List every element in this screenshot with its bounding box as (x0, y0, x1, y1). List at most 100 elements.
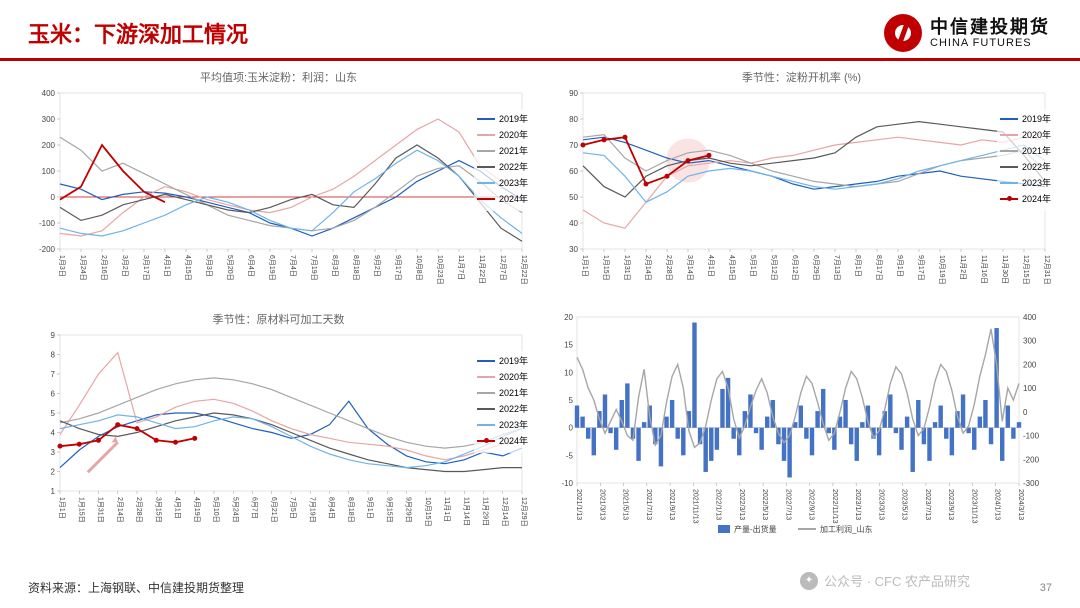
svg-text:3月17日: 3月17日 (142, 255, 150, 281)
svg-text:0: 0 (569, 424, 574, 433)
svg-text:7月4日: 7月4日 (289, 255, 297, 277)
chart-1-title: 平均值项:玉米淀粉：利润：山东 (20, 69, 537, 85)
footer-source: 资料来源：上海钢联、中信建投期货整理 (28, 579, 244, 596)
svg-text:90: 90 (569, 89, 578, 98)
svg-text:10月23日: 10月23日 (436, 255, 444, 285)
svg-text:8月17日: 8月17日 (875, 255, 883, 281)
svg-text:2022/5/13: 2022/5/13 (761, 489, 768, 520)
svg-text:-200: -200 (39, 245, 56, 254)
logo-en: CHINA FUTURES (930, 38, 1050, 49)
svg-text:2023/3/13: 2023/3/13 (877, 489, 884, 520)
svg-text:100: 100 (42, 167, 56, 176)
svg-text:3月14日: 3月14日 (686, 255, 694, 281)
svg-text:5月3日: 5月3日 (205, 255, 213, 277)
svg-text:10月8日: 10月8日 (415, 255, 423, 281)
svg-text:1月3日: 1月3日 (58, 255, 66, 277)
svg-text:0: 0 (1023, 408, 1028, 417)
svg-text:-200: -200 (1023, 455, 1040, 464)
svg-text:2022/9/13: 2022/9/13 (808, 489, 815, 520)
svg-text:2023/7/13: 2023/7/13 (924, 489, 931, 520)
svg-text:8月1日: 8月1日 (854, 255, 862, 277)
svg-text:12月29日: 12月29日 (520, 497, 528, 527)
svg-text:11月22日: 11月22日 (478, 255, 486, 284)
svg-text:2021/11/13: 2021/11/13 (691, 489, 698, 524)
svg-text:2021/9/13: 2021/9/13 (668, 489, 675, 520)
chart-3-title: 季节性：原材料可加工天数 (20, 311, 537, 327)
svg-text:12月22日: 12月22日 (520, 255, 528, 285)
svg-text:3: 3 (51, 448, 56, 457)
svg-text:9月1日: 9月1日 (896, 255, 904, 277)
chart-2-svg: 304050607080901月1日1月15日1月31日2月14日2月28日3月… (543, 87, 1053, 297)
chart-4: -10-505101520-300-200-100010020030040020… (543, 311, 1060, 549)
svg-text:2023/1/13: 2023/1/13 (854, 489, 861, 520)
svg-text:8月3日: 8月3日 (331, 255, 339, 277)
svg-text:1月31日: 1月31日 (623, 255, 631, 281)
svg-text:2023/5/13: 2023/5/13 (901, 489, 908, 520)
svg-text:70: 70 (569, 141, 578, 150)
svg-text:40: 40 (569, 219, 578, 228)
header-divider (0, 58, 1080, 61)
chart-1-svg: -200-10001002003004001月3日1月24日2月16日3月2日3… (20, 87, 530, 297)
svg-text:9月29日: 9月29日 (405, 497, 413, 523)
svg-text:2月14日: 2月14日 (116, 497, 124, 523)
svg-text:6月12日: 6月12日 (791, 255, 799, 281)
svg-text:12月14日: 12月14日 (501, 497, 509, 527)
chart-2: 季节性：淀粉开机率 (%) 304050607080901月1日1月15日1月3… (543, 69, 1060, 307)
svg-text:加工利润_山东: 加工利润_山东 (820, 524, 872, 534)
svg-text:11月1日: 11月1日 (443, 497, 451, 522)
svg-text:6月4日: 6月4日 (247, 255, 255, 277)
svg-text:9月17日: 9月17日 (394, 255, 402, 281)
svg-text:4月15日: 4月15日 (184, 255, 192, 281)
svg-text:-10: -10 (561, 479, 573, 488)
svg-text:5月12日: 5月12日 (770, 255, 778, 281)
chart-3-svg: 1234567891月1日1月15日1月31日2月14日2月28日3月15日4月… (20, 329, 530, 539)
svg-text:7: 7 (51, 370, 56, 379)
svg-text:8月18日: 8月18日 (347, 497, 355, 523)
svg-text:4月19日: 4月19日 (193, 497, 201, 523)
svg-text:11月14日: 11月14日 (462, 497, 470, 526)
svg-text:1月31日: 1月31日 (97, 497, 105, 523)
chart-2-title: 季节性：淀粉开机率 (%) (543, 69, 1060, 85)
logo-icon (884, 14, 922, 52)
svg-text:4月15日: 4月15日 (728, 255, 736, 281)
svg-text:1月24日: 1月24日 (79, 255, 87, 281)
svg-text:2022/7/13: 2022/7/13 (784, 489, 791, 520)
svg-text:1月1日: 1月1日 (58, 497, 66, 519)
svg-text:4月1日: 4月1日 (707, 255, 715, 277)
svg-text:2023/11/13: 2023/11/13 (970, 489, 977, 524)
svg-text:11月30日: 11月30日 (1001, 255, 1009, 284)
svg-text:400: 400 (1023, 313, 1037, 322)
chart-3-legend: 2019年2020年2021年2022年2023年2024年 (474, 351, 531, 453)
svg-text:-300: -300 (1023, 479, 1040, 488)
svg-text:4月1日: 4月1日 (163, 255, 171, 277)
chart-1: 平均值项:玉米淀粉：利润：山东 -200-10001002003004001月3… (20, 69, 537, 307)
svg-text:100: 100 (1023, 384, 1037, 393)
svg-text:5: 5 (569, 396, 574, 405)
svg-text:7月19日: 7月19日 (310, 255, 318, 281)
svg-text:60: 60 (569, 167, 578, 176)
svg-text:300: 300 (42, 115, 56, 124)
logo-cn: 中信建投期货 (930, 18, 1050, 36)
svg-text:9月1日: 9月1日 (366, 497, 374, 519)
svg-text:8月18日: 8月18日 (352, 255, 360, 281)
page-title: 玉米：下游深加工情况 (28, 17, 248, 49)
svg-text:9月15日: 9月15日 (385, 497, 393, 523)
chart-2-legend: 2019年2020年2021年2022年2023年2024年 (997, 109, 1054, 211)
svg-text:产量-出货量: 产量-出货量 (734, 524, 777, 534)
svg-text:15: 15 (564, 341, 573, 350)
svg-text:2月28日: 2月28日 (135, 497, 143, 523)
chart-4-svg: -10-505101520-300-200-100010020030040020… (543, 311, 1053, 539)
svg-text:30: 30 (569, 245, 578, 254)
chart-3: 季节性：原材料可加工天数 1234567891月1日1月15日1月31日2月14… (20, 311, 537, 549)
svg-text:5: 5 (51, 409, 56, 418)
svg-text:2021/5/13: 2021/5/13 (622, 489, 629, 520)
svg-text:50: 50 (569, 193, 578, 202)
svg-text:12月7日: 12月7日 (499, 255, 507, 281)
svg-text:2024/1/13: 2024/1/13 (994, 489, 1001, 520)
brand-logo: 中信建投期货 CHINA FUTURES (884, 14, 1050, 52)
svg-text:11月29日: 11月29日 (482, 497, 490, 526)
svg-text:6: 6 (51, 390, 56, 399)
svg-text:2: 2 (51, 468, 56, 477)
svg-text:10: 10 (564, 368, 573, 377)
svg-text:-100: -100 (1023, 432, 1040, 441)
